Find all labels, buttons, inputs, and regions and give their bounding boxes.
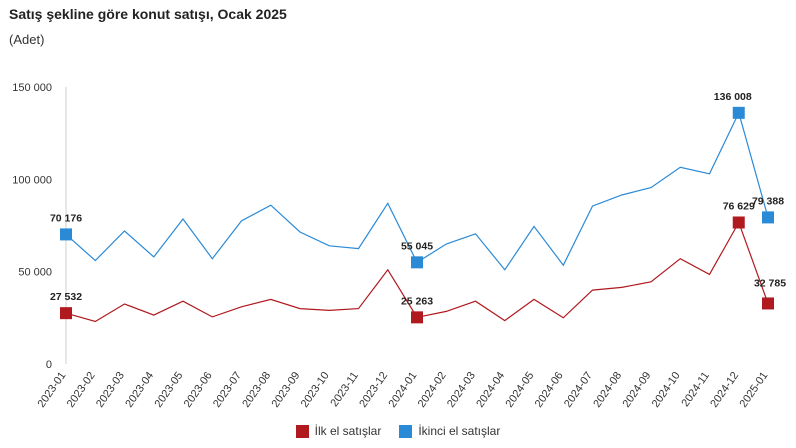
legend-label-ikinci-el: İkinci el satışlar [418,424,501,438]
x-tick-label: 2023-04 [123,370,156,410]
y-tick-label: 0 [46,359,52,371]
x-tick-label: 2024-08 [591,370,624,410]
chart-title: Satış şekline göre konut satışı, Ocak 20… [9,6,287,22]
x-tick-label: 2024-06 [533,370,566,410]
data-label: 70 176 [50,212,82,224]
data-label: 79 388 [752,195,784,207]
x-tick-label: 2023-12 [357,370,390,410]
x-tick-label: 2023-03 [94,370,127,410]
x-tick-label: 2024-04 [474,370,507,410]
x-tick-label: 2023-06 [182,370,215,410]
x-tick-label: 2024-10 [650,370,683,410]
x-tick-label: 2024-12 [708,370,741,410]
data-marker [762,297,774,310]
x-tick-label: 2023-05 [152,370,185,410]
data-label: 136 008 [714,91,752,103]
x-tick-label: 2023-02 [65,370,98,410]
x-tick-label: 2023-10 [299,370,332,410]
legend-swatch-ikinci-el [399,424,413,438]
legend-swatch-ilk-el [295,424,309,438]
x-tick-label: 2024-03 [445,370,478,410]
data-marker [60,307,72,320]
legend-item-ikinci-el[interactable]: İkinci el satışlar [399,424,500,438]
x-tick-label: 2023-07 [211,370,244,410]
data-marker [732,106,745,119]
data-marker [732,216,745,229]
x-tick-label: 2025-01 [737,370,770,410]
x-tick-label: 2023-09 [269,370,302,410]
y-tick-label: 100 000 [12,174,52,186]
data-label: 55 045 [401,240,433,252]
x-tick-label: 2024-07 [562,370,595,410]
y-tick-label: 150 000 [12,82,52,94]
data-label: 32 785 [754,277,786,289]
x-tick-label: 2024-09 [620,370,653,410]
data-marker [411,311,423,324]
x-tick-label: 2023-01 [35,370,68,410]
x-tick-label: 2024-01 [386,370,419,410]
chart-subtitle: (Adet) [9,32,45,47]
data-marker [60,228,72,241]
x-tick-label: 2024-02 [416,370,449,410]
x-tick-label: 2024-05 [503,370,536,410]
data-marker [411,256,423,269]
data-marker [762,211,774,224]
data-label: 27 532 [50,291,82,303]
data-label: 76 629 [723,200,755,212]
legend-label-ilk-el: İlk el satışlar [314,424,382,438]
legend-item-ilk-el[interactable]: İlk el satışlar [295,424,382,438]
x-tick-label: 2023-08 [240,370,273,410]
y-tick-label: 50 000 [18,267,52,279]
data-label: 25 263 [401,295,433,307]
legend: İlk el satışlar İkinci el satışlar [0,424,796,438]
